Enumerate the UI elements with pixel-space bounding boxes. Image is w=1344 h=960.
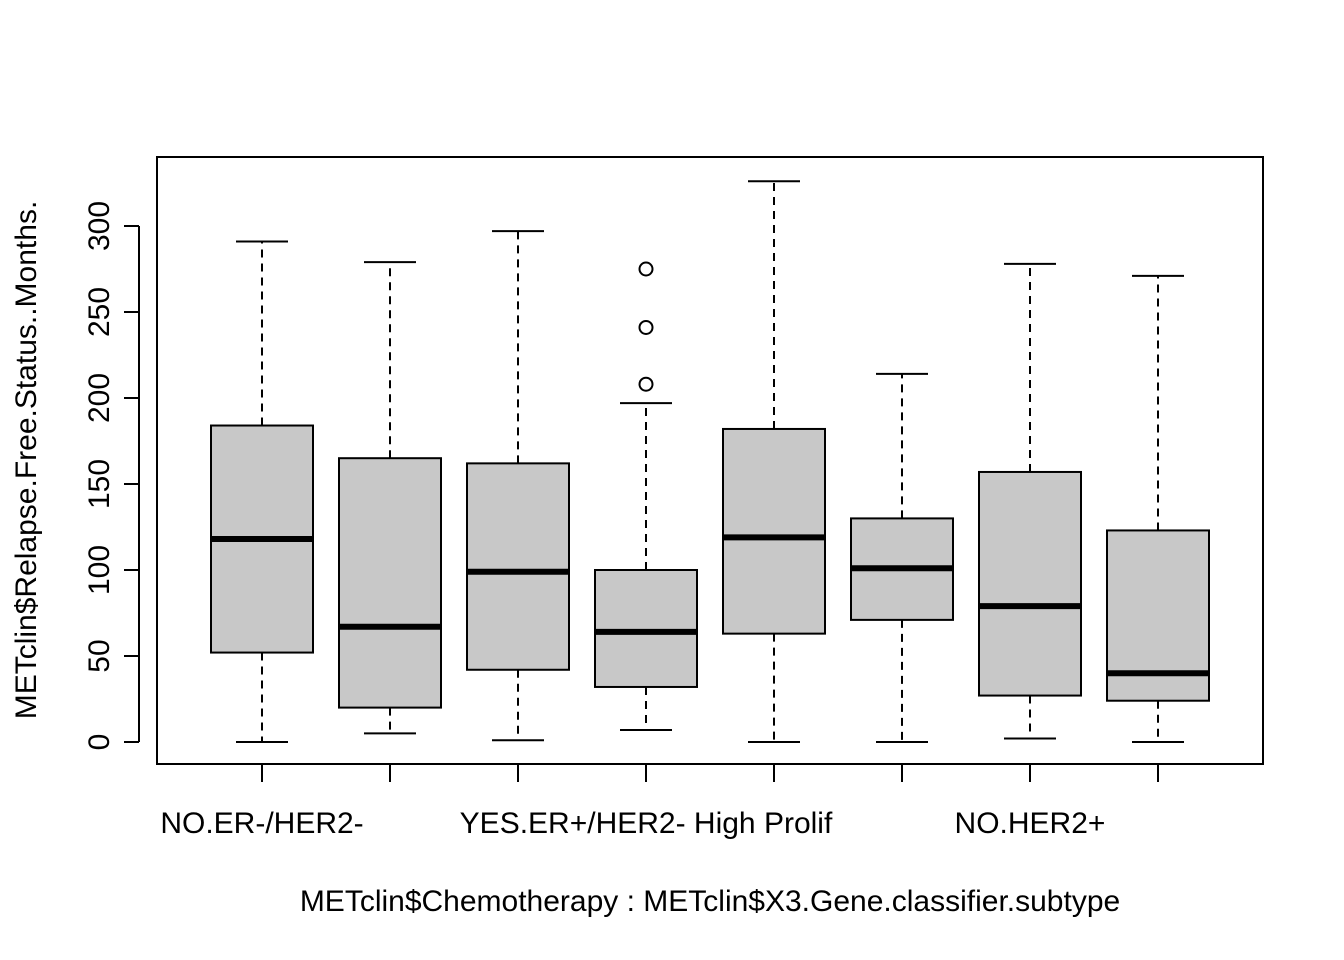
box-7 bbox=[978, 262, 1082, 740]
box-1 bbox=[210, 240, 314, 743]
y-tick-label: 0 bbox=[83, 734, 116, 751]
box-4 bbox=[594, 261, 698, 731]
box-5 bbox=[722, 180, 826, 743]
iqr-box bbox=[978, 470, 1082, 697]
y-tick-label: 200 bbox=[83, 373, 116, 423]
box-3 bbox=[466, 230, 570, 742]
outlier-point bbox=[638, 376, 654, 392]
plot-frame bbox=[156, 156, 1264, 765]
y-tick-label: 250 bbox=[83, 287, 116, 337]
y-tick-label: 300 bbox=[83, 201, 116, 251]
y-tick-label: 100 bbox=[83, 545, 116, 595]
y-tick-label: 150 bbox=[83, 459, 116, 509]
iqr-box bbox=[594, 569, 698, 688]
y-axis: 0 50 100 150 200 250 300 bbox=[83, 201, 140, 751]
box-2 bbox=[338, 261, 442, 735]
iqr-box bbox=[466, 462, 570, 671]
boxes-group bbox=[210, 180, 1210, 743]
outlier-point bbox=[638, 261, 654, 277]
iqr-box bbox=[338, 457, 442, 709]
x-category-label: NO.ER-/HER2- bbox=[160, 807, 363, 840]
box-8 bbox=[1106, 274, 1210, 743]
outlier-point bbox=[638, 319, 654, 335]
y-tick-label: 50 bbox=[83, 639, 116, 672]
iqr-box bbox=[722, 427, 826, 635]
y-axis-title: METclin$Relapse.Free.Status..Months. bbox=[10, 201, 43, 720]
x-axis: NO.ER-/HER2- YES.ER+/HER2- High Prolif NO.… bbox=[160, 764, 1159, 840]
x-category-label: NO.HER2+ bbox=[955, 807, 1106, 840]
box-6 bbox=[850, 372, 954, 743]
x-category-label: YES.ER+/HER2- High Prolif bbox=[460, 807, 833, 840]
x-axis-title: METclin$Chemotherapy : METclin$X3.Gene.c… bbox=[300, 885, 1120, 918]
